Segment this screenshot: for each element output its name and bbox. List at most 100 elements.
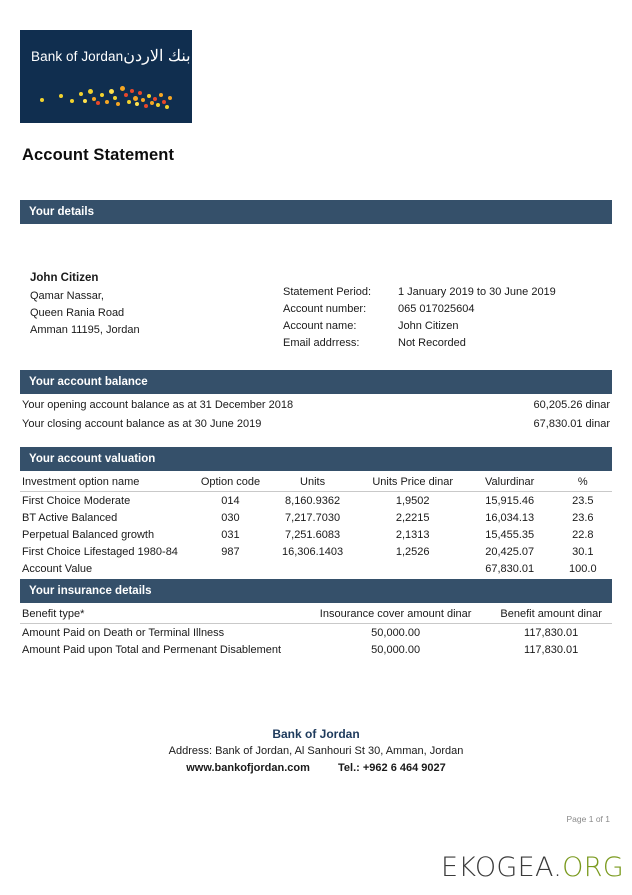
table-row: BT Active Balanced 030 7,217.7030 2,2215 16,… xyxy=(20,509,612,526)
valuation-cell-units: 7,251.6083 xyxy=(285,528,341,541)
insurance-column-header: Benefit type* xyxy=(20,606,301,624)
insurance-table: Benefit type* Insourance cover amount din… xyxy=(20,606,612,658)
page-footer: Bank of Jordan Address: Bank of Jordan, … xyxy=(0,726,632,777)
logo-dot xyxy=(141,98,146,102)
valuation-cell-code: 987 xyxy=(221,545,240,558)
valuation-cell-code: 031 xyxy=(221,528,240,541)
footer-website-link[interactable]: www.bankofjordan.com xyxy=(186,762,310,774)
customer-address-line-2: Queen Rania Road xyxy=(30,307,125,319)
valuation-cell-code: 014 xyxy=(221,494,240,507)
account-meta-row: Statement Period: 1 January 2019 to 30 Ju… xyxy=(283,284,556,301)
page-number: Page 1 of 1 xyxy=(566,814,610,824)
table-row: First Choice Moderate 014 8,160.9362 1,9502… xyxy=(20,492,612,510)
valuation-cell-pct: 23.5 xyxy=(572,494,594,507)
valuation-total-price xyxy=(360,560,466,577)
valuation-total-code xyxy=(196,560,266,577)
account-balance-value: 60,205.26 dinar xyxy=(533,399,610,411)
valuation-cell-pct: 23.6 xyxy=(572,511,594,524)
account-meta-value: 1 January 2019 to 30 June 2019 xyxy=(398,286,556,298)
logo-dot xyxy=(135,102,140,106)
section-header-your-details: Your details xyxy=(20,200,612,224)
account-balance-row: Your opening account balance as at 31 De… xyxy=(20,394,612,413)
section-your-details: Your details John Citizen Qamar Nassar, … xyxy=(20,200,612,349)
section-header-account-valuation: Your account valuation xyxy=(20,447,612,471)
valuation-cell-name: BT Active Balanced xyxy=(22,511,118,524)
valuation-total-name: Account Value xyxy=(22,562,93,575)
valuation-cell-price: 2,1313 xyxy=(395,528,430,541)
logo-dot xyxy=(153,97,158,101)
logo-dot xyxy=(100,93,105,97)
logo-wordmark: Bank of Jordan بنك الاردن xyxy=(31,46,191,66)
valuation-cell-name: Perpetual Balanced growth xyxy=(22,528,155,541)
section-header-insurance-details: Your insurance details xyxy=(20,579,612,603)
valuation-column-header: Valurdinar xyxy=(465,474,554,492)
bank-logo: Bank of Jordan بنك الاردن xyxy=(20,30,192,123)
account-balance-label: Your opening account balance as at 31 De… xyxy=(22,399,294,411)
insurance-cell-cover: 50,000.00 xyxy=(371,643,421,656)
customer-address-line-3: Amman 11195, Jordan xyxy=(30,324,140,336)
section-account-balance: Your account balance Your opening accoun… xyxy=(20,370,612,432)
logo-dot xyxy=(143,104,148,108)
footer-contact: www.bankofjordan.com Tel.: +962 6 464 90… xyxy=(0,760,632,777)
watermark-text-green: ORG xyxy=(562,852,624,883)
insurance-table-head: Benefit type* Insourance cover amount din… xyxy=(20,606,612,624)
account-meta-label: Statement Period: xyxy=(283,286,372,298)
valuation-cell-units: 8,160.9362 xyxy=(285,494,341,507)
table-row: Perpetual Balanced growth 031 7,251.6083 2,… xyxy=(20,526,612,543)
section-header-account-balance: Your account balance xyxy=(20,370,612,394)
insurance-cell-benefit: 117,830.01 xyxy=(524,626,579,639)
logo-dot xyxy=(126,100,131,104)
customer-address-line-1: Qamar Nassar, xyxy=(30,290,104,302)
logo-dot xyxy=(83,99,88,103)
logo-dot xyxy=(40,98,45,102)
insurance-cell-benefit: 117,830.01 xyxy=(524,643,579,656)
valuation-cell-value: 15,915.46 xyxy=(485,494,535,507)
logo-dot xyxy=(132,96,138,101)
logo-dot xyxy=(161,100,166,104)
insurance-table-body: Amount Paid on Death or Terminal Illness… xyxy=(20,624,612,659)
valuation-cell-value: 20,425.07 xyxy=(485,545,535,558)
account-meta-block: Statement Period: 1 January 2019 to 30 Ju… xyxy=(283,284,556,352)
page-title: Account Statement xyxy=(22,146,175,164)
insurance-column-header: Insourance cover amount dinar xyxy=(300,606,491,624)
valuation-total-row: Account Value 67,830.01 100.0 xyxy=(20,560,612,577)
valuation-cell-price: 2,2215 xyxy=(395,511,430,524)
valuation-column-header: Units xyxy=(265,474,360,492)
customer-name: John Citizen xyxy=(30,272,99,284)
valuation-total-pct: 100.0 xyxy=(569,562,597,575)
logo-dot xyxy=(123,93,128,97)
your-details-body: John Citizen Qamar Nassar, Queen Rania R… xyxy=(20,224,612,349)
logo-dot xyxy=(108,89,114,94)
logo-name-english: Bank of Jordan xyxy=(31,49,124,64)
logo-dot xyxy=(138,91,143,95)
account-balance-row: Your closing account balance as at 30 Ju… xyxy=(20,413,612,432)
valuation-cell-price: 1,2526 xyxy=(395,545,430,558)
valuation-cell-pct: 30.1 xyxy=(572,545,594,558)
valuation-column-header: % xyxy=(553,474,612,492)
logo-dot xyxy=(78,92,83,96)
account-meta-label: Email addrress: xyxy=(283,337,360,349)
insurance-cell-type: Amount Paid on Death or Terminal Illness xyxy=(22,626,225,639)
valuation-column-header: Units Price dinar xyxy=(359,474,466,492)
valuation-total-units xyxy=(265,560,359,577)
account-meta-value: 065 017025604 xyxy=(398,303,475,315)
footer-phone: Tel.: +962 6 464 9027 xyxy=(338,762,446,774)
account-meta-value: Not Recorded xyxy=(398,337,466,349)
account-meta-row: Account name: John Citizen xyxy=(283,318,556,335)
insurance-details-body: Benefit type* Insourance cover amount din… xyxy=(20,606,612,658)
valuation-table: Investment option name Option code Units Un… xyxy=(20,474,612,577)
valuation-cell-code: 030 xyxy=(221,511,240,524)
ekogea-watermark: EKOGEA.ORG xyxy=(441,852,624,883)
valuation-header-row: Investment option name Option code Units Un… xyxy=(20,474,612,492)
valuation-cell-name: First Choice Lifestaged 1980-84 xyxy=(22,545,178,558)
account-balance-body: Your opening account balance as at 31 De… xyxy=(20,394,612,432)
footer-bank-name: Bank of Jordan xyxy=(272,727,360,741)
account-meta-row: Email addrress: Not Recorded xyxy=(283,335,556,352)
account-meta-label: Account name: xyxy=(283,320,357,332)
logo-dot xyxy=(91,97,96,101)
valuation-column-header: Investment option name xyxy=(20,474,196,492)
logo-dot xyxy=(156,103,161,107)
valuation-table-head: Investment option name Option code Units Un… xyxy=(20,474,612,492)
logo-name-arabic: بنك الاردن xyxy=(123,48,191,65)
